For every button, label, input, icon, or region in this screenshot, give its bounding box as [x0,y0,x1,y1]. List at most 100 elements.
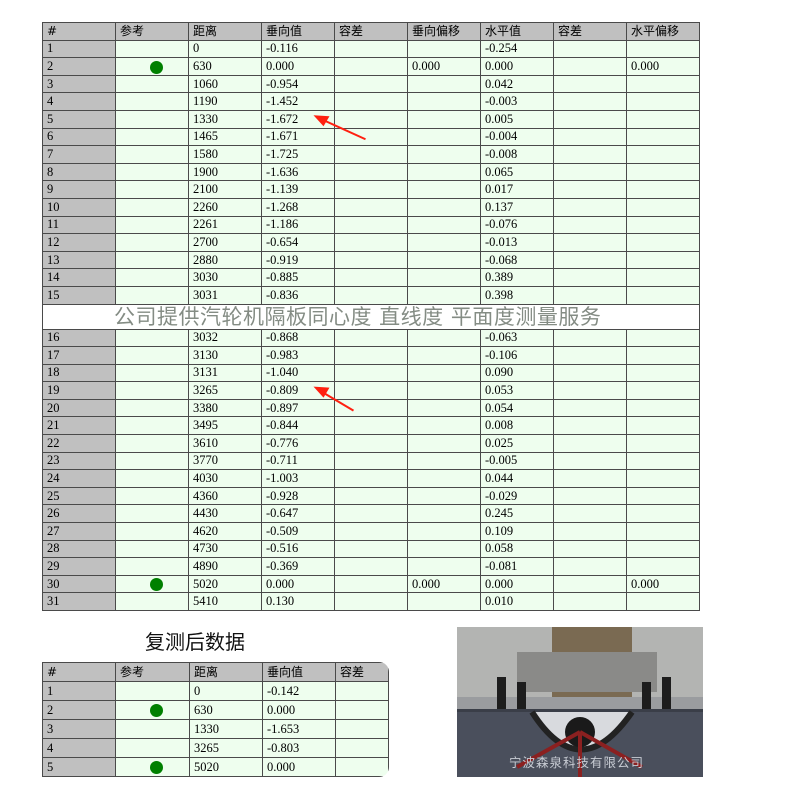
cell-voff [407,592,481,611]
table-row[interactable]: 8 1900 -1.636 0.065 [42,162,700,182]
cell-ref [115,719,190,739]
table-row[interactable]: 28 4730 -0.516 0.058 [42,539,700,559]
cell-dist: 3131 [188,363,262,383]
table-row[interactable]: 17 3130 -0.983 -0.106 [42,346,700,365]
cell-ref [115,215,189,235]
cell-vtol [334,74,408,94]
table-row[interactable]: 3 1330 -1.653 [42,719,389,739]
cell-ref [115,74,189,94]
cell-vtol [335,719,389,739]
column-header[interactable]: # [42,22,116,41]
cell-htol [553,145,627,164]
column-header[interactable]: 垂向值 [261,22,335,41]
cell-htol [553,416,627,436]
table-row[interactable]: 23 3770 -0.711 -0.005 [42,451,700,471]
table-row[interactable]: 5 5020 0.000 [42,757,389,777]
column-header[interactable]: 容差 [334,22,408,41]
column-header[interactable]: 垂向偏移 [407,22,481,41]
table-row[interactable]: 29 4890 -0.369 -0.081 [42,557,700,576]
cell-voff [407,74,481,94]
cell-vtol [334,539,408,559]
cell-ref [115,250,189,270]
cell-voff [407,250,481,270]
cell-ref [115,738,190,758]
table-row[interactable]: 21 3495 -0.844 0.008 [42,416,700,436]
cell-vert: -0.803 [262,738,336,758]
table-row[interactable]: 10 2260 -1.268 0.137 [42,197,700,217]
row-number: 30 [42,574,116,594]
table-row[interactable]: 26 4430 -0.647 0.245 [42,504,700,524]
row-number: 5 [42,109,116,129]
cell-vtol [334,197,408,217]
row-number: 24 [42,469,116,488]
table-row[interactable]: 16 3032 -0.868 -0.063 [42,328,700,348]
cell-horiz: 0.044 [480,469,554,488]
table-row[interactable]: 20 3380 -0.897 0.054 [42,398,700,418]
table-row[interactable]: 11 2261 -1.186 -0.076 [42,215,700,235]
table-row[interactable]: 13 2880 -0.919 -0.068 [42,250,700,270]
cell-vert: -0.885 [261,268,335,287]
table-row[interactable]: 12 2700 -0.654 -0.013 [42,233,700,252]
table-row[interactable]: 2 630 0.000 [42,700,389,720]
cell-horiz: 0.000 [480,57,554,76]
table-row[interactable]: 3 1060 -0.954 0.042 [42,74,700,94]
column-header[interactable]: 水平值 [480,22,554,41]
column-header[interactable]: 容差 [335,662,389,682]
table-row[interactable]: 31 5410 0.130 0.010 [42,592,700,611]
table-row[interactable]: 18 3131 -1.040 0.090 [42,363,700,383]
cell-vert: -0.919 [261,250,335,270]
cell-hoff [626,109,700,129]
column-header[interactable]: 垂向值 [262,662,336,682]
table-row[interactable]: 25 4360 -0.928 -0.029 [42,486,700,506]
table-row[interactable]: 24 4030 -1.003 0.044 [42,469,700,488]
cell-hoff [626,486,700,506]
cell-dist: 2700 [188,233,262,252]
watermark-row: 公司提供汽轮机隔板同心度 直线度 平面度测量服务 [42,303,700,330]
cell-htol [553,162,627,182]
table-row[interactable]: 19 3265 -0.809 0.053 [42,381,700,400]
table-row[interactable]: 9 2100 -1.139 0.017 [42,180,700,199]
cell-vert: -1.636 [261,162,335,182]
cell-dist: 4430 [188,504,262,524]
cell-htol [553,328,627,348]
table-row[interactable]: 15 3031 -0.836 0.398 [42,285,700,305]
column-header[interactable]: 水平偏移 [626,22,700,41]
column-header[interactable]: 参考 [115,662,190,682]
cell-htol [553,574,627,594]
column-header[interactable]: 距离 [188,22,262,41]
column-header[interactable]: 容差 [553,22,627,41]
column-header[interactable]: 距离 [189,662,263,682]
cell-hoff [626,127,700,147]
cell-vtol [334,250,408,270]
column-header[interactable]: 参考 [115,22,189,41]
row-number: 18 [42,363,116,383]
table-row[interactable]: 4 1190 -1.452 -0.003 [42,92,700,111]
table-row[interactable]: 6 1465 -1.671 -0.004 [42,127,700,147]
cell-vert: -0.836 [261,285,335,305]
table-row[interactable]: 2 630 0.000 0.000 0.000 0.000 [42,57,700,76]
cell-voff [407,268,481,287]
table-row[interactable]: 1 0 -0.142 [42,681,389,701]
cell-ref [115,451,189,471]
table-row[interactable]: 14 3030 -0.885 0.389 [42,268,700,287]
cell-htol [553,74,627,94]
column-header[interactable]: # [42,662,116,682]
cell-vtol [334,92,408,111]
cell-htol [553,180,627,199]
cell-horiz: 0.398 [480,285,554,305]
cell-vtol [334,328,408,348]
table-row[interactable]: 1 0 -0.116 -0.254 [42,39,700,59]
table-row[interactable]: 7 1580 -1.725 -0.008 [42,145,700,164]
row-number: 3 [42,719,116,739]
reference-point-icon [150,578,163,592]
table-row[interactable]: 5 1330 -1.672 0.005 [42,109,700,129]
cell-hoff [626,250,700,270]
table-row[interactable]: 22 3610 -0.776 0.025 [42,434,700,453]
cell-vtol [335,700,389,720]
cell-hoff [626,145,700,164]
cell-dist: 3130 [188,346,262,365]
table-row[interactable]: 4 3265 -0.803 [42,738,389,758]
table-row[interactable]: 30 5020 0.000 0.000 0.000 0.000 [42,574,700,594]
cell-voff [407,180,481,199]
table-row[interactable]: 27 4620 -0.509 0.109 [42,522,700,541]
